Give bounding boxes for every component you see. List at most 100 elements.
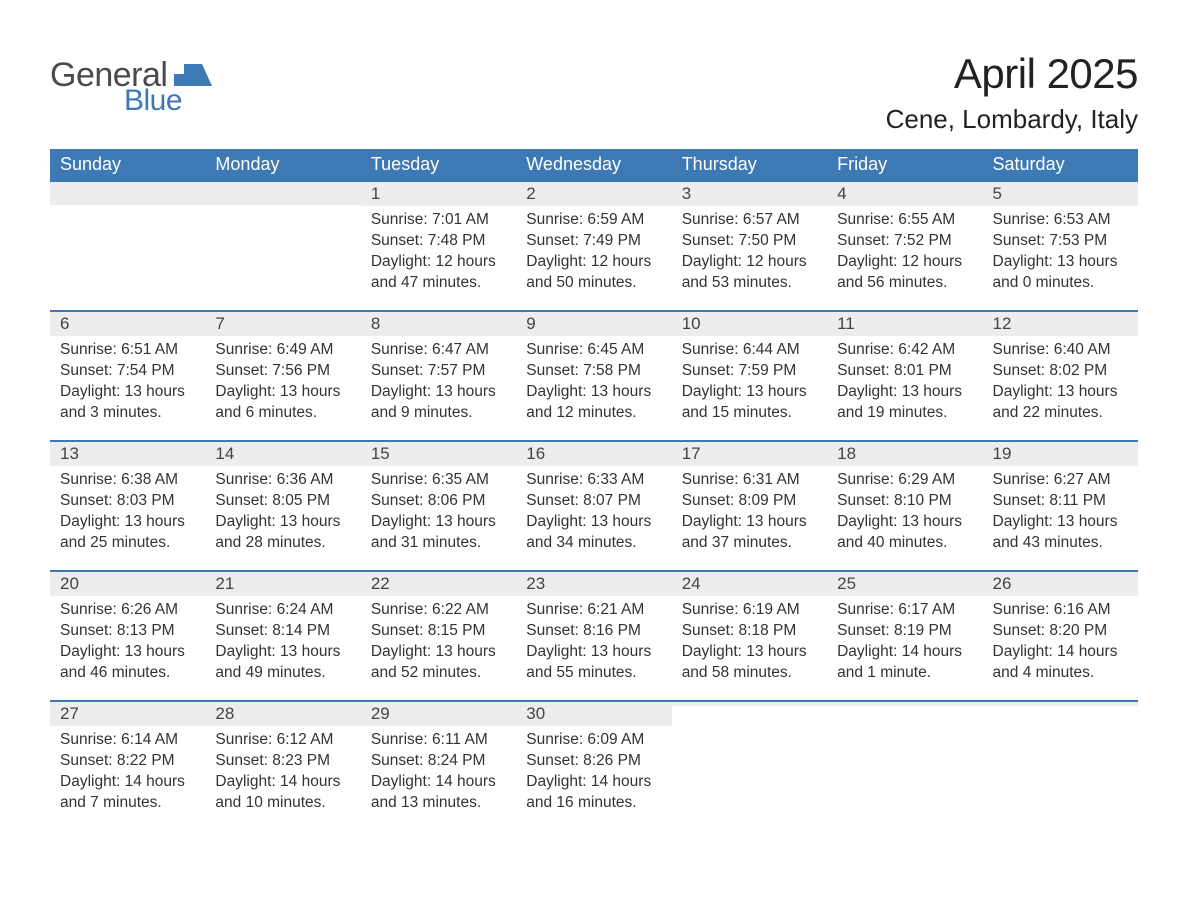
calendar-day-cell: 27Sunrise: 6:14 AMSunset: 8:22 PMDayligh… [50, 700, 205, 830]
calendar-day-cell [205, 180, 360, 310]
calendar-day-cell [50, 180, 205, 310]
title-block: April 2025 Cene, Lombardy, Italy [886, 50, 1138, 135]
day-details: Sunrise: 6:38 AMSunset: 8:03 PMDaylight:… [50, 466, 205, 562]
sunrise-text: Sunrise: 6:57 AM [682, 210, 817, 231]
daylight-text-2: and 49 minutes. [215, 663, 350, 684]
day-details: Sunrise: 6:26 AMSunset: 8:13 PMDaylight:… [50, 596, 205, 692]
logo-text-blue: Blue [124, 86, 212, 116]
daylight-text-1: Daylight: 14 hours [60, 772, 195, 793]
calendar-day-cell: 10Sunrise: 6:44 AMSunset: 7:59 PMDayligh… [672, 310, 827, 440]
daylight-text-2: and 31 minutes. [371, 533, 506, 554]
sunset-text: Sunset: 7:49 PM [526, 231, 661, 252]
daylight-text-1: Daylight: 13 hours [371, 642, 506, 663]
sunrise-text: Sunrise: 6:45 AM [526, 340, 661, 361]
sunset-text: Sunset: 7:50 PM [682, 231, 817, 252]
sunrise-text: Sunrise: 6:42 AM [837, 340, 972, 361]
day-number: 14 [205, 440, 360, 466]
sunrise-text: Sunrise: 6:12 AM [215, 730, 350, 751]
sunset-text: Sunset: 8:10 PM [837, 491, 972, 512]
calendar-day-cell: 3Sunrise: 6:57 AMSunset: 7:50 PMDaylight… [672, 180, 827, 310]
day-details: Sunrise: 6:49 AMSunset: 7:56 PMDaylight:… [205, 336, 360, 432]
sunset-text: Sunset: 8:03 PM [60, 491, 195, 512]
sunrise-text: Sunrise: 6:51 AM [60, 340, 195, 361]
sunset-text: Sunset: 8:01 PM [837, 361, 972, 382]
sunset-text: Sunset: 8:05 PM [215, 491, 350, 512]
daylight-text-2: and 0 minutes. [993, 273, 1128, 294]
daylight-text-1: Daylight: 13 hours [526, 382, 661, 403]
sunrise-text: Sunrise: 6:16 AM [993, 600, 1128, 621]
day-number: 20 [50, 570, 205, 596]
day-number-empty [983, 700, 1138, 706]
day-number: 27 [50, 700, 205, 726]
day-details: Sunrise: 6:29 AMSunset: 8:10 PMDaylight:… [827, 466, 982, 562]
day-details: Sunrise: 6:53 AMSunset: 7:53 PMDaylight:… [983, 206, 1138, 302]
sunrise-text: Sunrise: 6:21 AM [526, 600, 661, 621]
calendar-day-cell: 12Sunrise: 6:40 AMSunset: 8:02 PMDayligh… [983, 310, 1138, 440]
day-details: Sunrise: 6:27 AMSunset: 8:11 PMDaylight:… [983, 466, 1138, 562]
daylight-text-1: Daylight: 12 hours [371, 252, 506, 273]
calendar-day-cell: 14Sunrise: 6:36 AMSunset: 8:05 PMDayligh… [205, 440, 360, 570]
day-number: 12 [983, 310, 1138, 336]
day-details: Sunrise: 6:24 AMSunset: 8:14 PMDaylight:… [205, 596, 360, 692]
daylight-text-2: and 16 minutes. [526, 793, 661, 814]
daylight-text-2: and 25 minutes. [60, 533, 195, 554]
calendar-day-cell: 17Sunrise: 6:31 AMSunset: 8:09 PMDayligh… [672, 440, 827, 570]
sunrise-text: Sunrise: 6:27 AM [993, 470, 1128, 491]
day-details: Sunrise: 6:35 AMSunset: 8:06 PMDaylight:… [361, 466, 516, 562]
sunset-text: Sunset: 7:58 PM [526, 361, 661, 382]
sunrise-text: Sunrise: 6:35 AM [371, 470, 506, 491]
sunrise-text: Sunrise: 6:40 AM [993, 340, 1128, 361]
day-details: Sunrise: 6:42 AMSunset: 8:01 PMDaylight:… [827, 336, 982, 432]
day-number-empty [50, 180, 205, 205]
daylight-text-1: Daylight: 13 hours [682, 642, 817, 663]
daylight-text-2: and 4 minutes. [993, 663, 1128, 684]
daylight-text-1: Daylight: 13 hours [993, 512, 1128, 533]
daylight-text-1: Daylight: 13 hours [837, 382, 972, 403]
day-details: Sunrise: 6:09 AMSunset: 8:26 PMDaylight:… [516, 726, 671, 822]
day-number: 21 [205, 570, 360, 596]
weekday-header: Tuesday [361, 149, 516, 180]
day-details: Sunrise: 6:21 AMSunset: 8:16 PMDaylight:… [516, 596, 671, 692]
day-number: 18 [827, 440, 982, 466]
sunset-text: Sunset: 8:15 PM [371, 621, 506, 642]
day-details: Sunrise: 6:22 AMSunset: 8:15 PMDaylight:… [361, 596, 516, 692]
page-header: General Blue April 2025 Cene, Lombardy, … [50, 50, 1138, 135]
day-number-empty [205, 180, 360, 205]
sunset-text: Sunset: 7:48 PM [371, 231, 506, 252]
weekday-header: Saturday [983, 149, 1138, 180]
calendar-day-cell: 20Sunrise: 6:26 AMSunset: 8:13 PMDayligh… [50, 570, 205, 700]
daylight-text-2: and 37 minutes. [682, 533, 817, 554]
sunset-text: Sunset: 8:20 PM [993, 621, 1128, 642]
daylight-text-1: Daylight: 12 hours [837, 252, 972, 273]
daylight-text-1: Daylight: 13 hours [215, 512, 350, 533]
sunset-text: Sunset: 8:23 PM [215, 751, 350, 772]
daylight-text-2: and 40 minutes. [837, 533, 972, 554]
day-number: 5 [983, 180, 1138, 206]
sunrise-text: Sunrise: 7:01 AM [371, 210, 506, 231]
calendar-day-cell: 7Sunrise: 6:49 AMSunset: 7:56 PMDaylight… [205, 310, 360, 440]
sunrise-text: Sunrise: 6:19 AM [682, 600, 817, 621]
day-details: Sunrise: 6:51 AMSunset: 7:54 PMDaylight:… [50, 336, 205, 432]
daylight-text-2: and 56 minutes. [837, 273, 972, 294]
calendar-day-cell: 2Sunrise: 6:59 AMSunset: 7:49 PMDaylight… [516, 180, 671, 310]
day-details: Sunrise: 6:36 AMSunset: 8:05 PMDaylight:… [205, 466, 360, 562]
daylight-text-1: Daylight: 14 hours [837, 642, 972, 663]
day-number: 16 [516, 440, 671, 466]
day-number: 4 [827, 180, 982, 206]
sunset-text: Sunset: 7:57 PM [371, 361, 506, 382]
calendar-day-cell [983, 700, 1138, 830]
location-title: Cene, Lombardy, Italy [886, 104, 1138, 135]
daylight-text-1: Daylight: 13 hours [371, 382, 506, 403]
sunrise-text: Sunrise: 6:36 AM [215, 470, 350, 491]
calendar-day-cell: 30Sunrise: 6:09 AMSunset: 8:26 PMDayligh… [516, 700, 671, 830]
sunset-text: Sunset: 8:09 PM [682, 491, 817, 512]
sunrise-text: Sunrise: 6:47 AM [371, 340, 506, 361]
calendar-day-cell [827, 700, 982, 830]
calendar-week-row: 20Sunrise: 6:26 AMSunset: 8:13 PMDayligh… [50, 570, 1138, 700]
sunset-text: Sunset: 8:11 PM [993, 491, 1128, 512]
daylight-text-2: and 3 minutes. [60, 403, 195, 424]
day-number: 2 [516, 180, 671, 206]
sunset-text: Sunset: 8:02 PM [993, 361, 1128, 382]
daylight-text-1: Daylight: 13 hours [993, 252, 1128, 273]
sunset-text: Sunset: 7:53 PM [993, 231, 1128, 252]
